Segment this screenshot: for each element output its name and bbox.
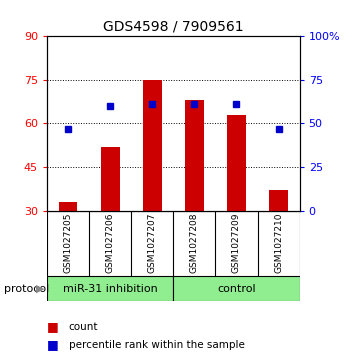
Bar (143, 80, 162, 211)
FancyBboxPatch shape (173, 276, 300, 301)
Text: ▶: ▶ (36, 284, 45, 294)
Bar (101, 147, 119, 211)
Text: count: count (69, 322, 98, 332)
Bar (185, 100, 204, 211)
Text: GSM1027206: GSM1027206 (106, 213, 114, 273)
Text: percentile rank within the sample: percentile rank within the sample (69, 340, 244, 350)
Text: ■: ■ (47, 338, 59, 351)
Text: GSM1027207: GSM1027207 (148, 213, 157, 273)
Text: GSM1027208: GSM1027208 (190, 213, 199, 273)
Bar (269, 190, 288, 211)
Text: miR-31 inhibition: miR-31 inhibition (63, 284, 157, 294)
Title: GDS4598 / 7909561: GDS4598 / 7909561 (103, 20, 244, 34)
Text: GSM1027205: GSM1027205 (64, 213, 73, 273)
FancyBboxPatch shape (47, 276, 173, 301)
Text: protocol: protocol (4, 284, 49, 294)
Bar (58, 202, 78, 211)
Bar (227, 115, 246, 211)
Text: GSM1027210: GSM1027210 (274, 213, 283, 273)
Text: GSM1027209: GSM1027209 (232, 213, 241, 273)
Text: control: control (217, 284, 256, 294)
Text: ■: ■ (47, 320, 59, 333)
